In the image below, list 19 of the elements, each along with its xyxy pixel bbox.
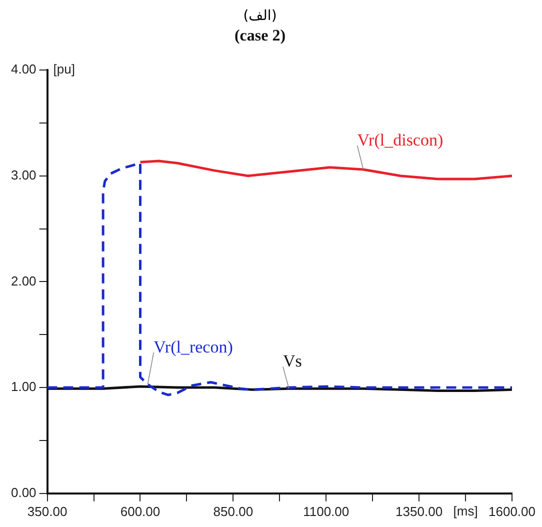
y-tick-label: 2.00: [10, 273, 36, 288]
y-tick-label: 0.00: [10, 484, 36, 500]
y-tick-label: 4.00: [10, 62, 36, 77]
line-series: [47, 162, 512, 396]
y-tick-label: 1.00: [10, 379, 36, 394]
y-axis-title: [pu]: [53, 62, 75, 77]
x-tick-label: 1600.00: [488, 504, 536, 519]
x-tick-label: 1350.00: [396, 504, 443, 519]
series-label: Vr(l_recon): [154, 337, 233, 356]
chart-subtitle: (case 2): [234, 28, 286, 45]
x-tick-label: 600.00: [120, 504, 160, 519]
series-label: Vr(l_discon): [357, 130, 444, 150]
y-tick-label: 3.00: [10, 167, 36, 182]
x-tick-label: 350.00: [27, 504, 68, 519]
x-tick-label: 850.00: [213, 504, 254, 519]
chart-title: (الف): [243, 8, 277, 24]
x-tick-label: 1100.00: [303, 504, 350, 519]
series-label: Vs: [282, 352, 302, 371]
x-axis-title: [ms]: [453, 503, 478, 518]
